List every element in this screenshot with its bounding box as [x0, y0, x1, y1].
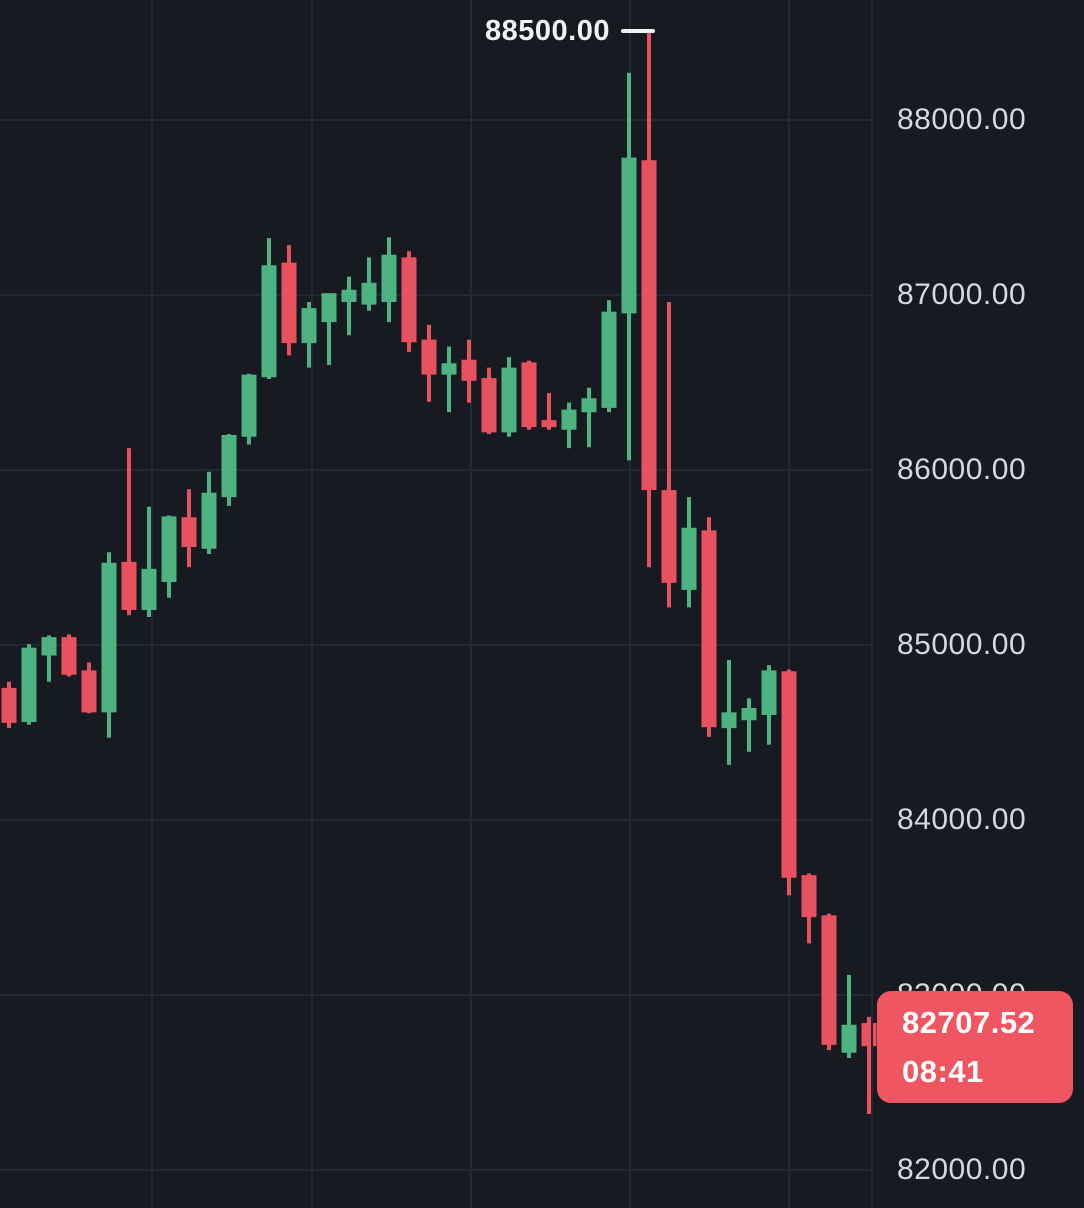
candle-body: [721, 712, 737, 729]
h-gridline: [0, 1169, 872, 1171]
candle-body: [261, 265, 277, 378]
candle-body: [241, 374, 257, 437]
candle-body: [841, 1024, 857, 1053]
h-gridline: [0, 644, 872, 646]
h-gridline: [0, 819, 872, 821]
candle-body: [561, 409, 577, 430]
candle-body: [621, 157, 637, 314]
high-price-label: 88500.00: [485, 14, 610, 47]
candle-body: [681, 527, 697, 590]
v-gridline: [629, 0, 631, 1208]
candle-body: [361, 282, 377, 305]
candle-body: [141, 568, 157, 610]
h-gridline: [0, 119, 872, 121]
current-price-value: 82707.52: [902, 1005, 1036, 1040]
price-axis-label: 85000.00: [897, 628, 1027, 661]
candle-body: [181, 517, 197, 547]
candle-body: [81, 670, 97, 713]
candle-wick: [667, 302, 671, 608]
candle-body: [741, 708, 757, 721]
price-axis-label: 87000.00: [897, 278, 1027, 311]
candle-body: [201, 492, 217, 549]
axis-divider: [871, 0, 873, 1208]
candle-body: [41, 637, 57, 656]
candle-body: [701, 530, 717, 728]
candle-body: [521, 362, 537, 428]
candle-body: [641, 160, 657, 491]
candle-body: [541, 420, 557, 428]
candle-body: [581, 398, 597, 413]
v-gridline: [311, 0, 313, 1208]
h-gridline: [0, 469, 872, 471]
candle-body: [221, 435, 237, 498]
candle-body: [441, 363, 457, 375]
v-gridline: [470, 0, 472, 1208]
candle-body: [301, 308, 317, 344]
candle-wick: [747, 698, 751, 752]
candle-body: [401, 257, 417, 343]
candle-body: [121, 561, 137, 610]
candle-body: [61, 637, 77, 675]
candle-wick: [327, 293, 331, 365]
candle-body: [341, 289, 357, 302]
h-gridline: [0, 994, 872, 996]
candle-wick: [147, 506, 151, 617]
candle-body: [761, 670, 777, 715]
candle-body: [801, 875, 817, 918]
candle-body: [281, 262, 297, 344]
price-axis-label: 88000.00: [897, 103, 1027, 136]
candle-body: [321, 293, 337, 323]
candle-wick: [127, 448, 131, 616]
candle-body: [481, 378, 497, 433]
candle-body: [101, 562, 117, 713]
h-gridline: [0, 294, 872, 296]
candle-body: [161, 516, 177, 582]
candle-body: [21, 647, 37, 722]
current-price-badge[interactable]: 82707.52 08:41: [877, 991, 1073, 1103]
price-axis-label: 84000.00: [897, 803, 1027, 836]
candle-wick: [347, 276, 351, 336]
candle-wick: [587, 387, 591, 448]
candle-wick: [847, 974, 851, 1058]
price-axis-label: 82000.00: [897, 1153, 1027, 1186]
candle-body: [421, 339, 437, 375]
candle-wick: [547, 393, 551, 430]
candle-body: [381, 254, 397, 302]
candle-wick: [447, 346, 451, 413]
candle-body: [781, 671, 797, 878]
candle-wick: [47, 635, 51, 682]
current-price-time: 08:41: [902, 1054, 984, 1089]
price-axis-label: 86000.00: [897, 453, 1027, 486]
candle-body: [601, 311, 617, 408]
price-axis[interactable]: 88000.00 87000.00 86000.00 85000.00 84000.00…: [872, 0, 1084, 1208]
candle-body: [661, 490, 677, 583]
candle-body: [1, 687, 17, 723]
candle-wick: [867, 1016, 871, 1114]
v-gridline: [788, 0, 790, 1208]
candle-body: [821, 915, 837, 1045]
high-price-dash-icon: [621, 29, 655, 33]
candle-body: [501, 367, 517, 433]
high-price-marker: 88500.00: [420, 12, 660, 50]
candle-body: [461, 359, 477, 381]
